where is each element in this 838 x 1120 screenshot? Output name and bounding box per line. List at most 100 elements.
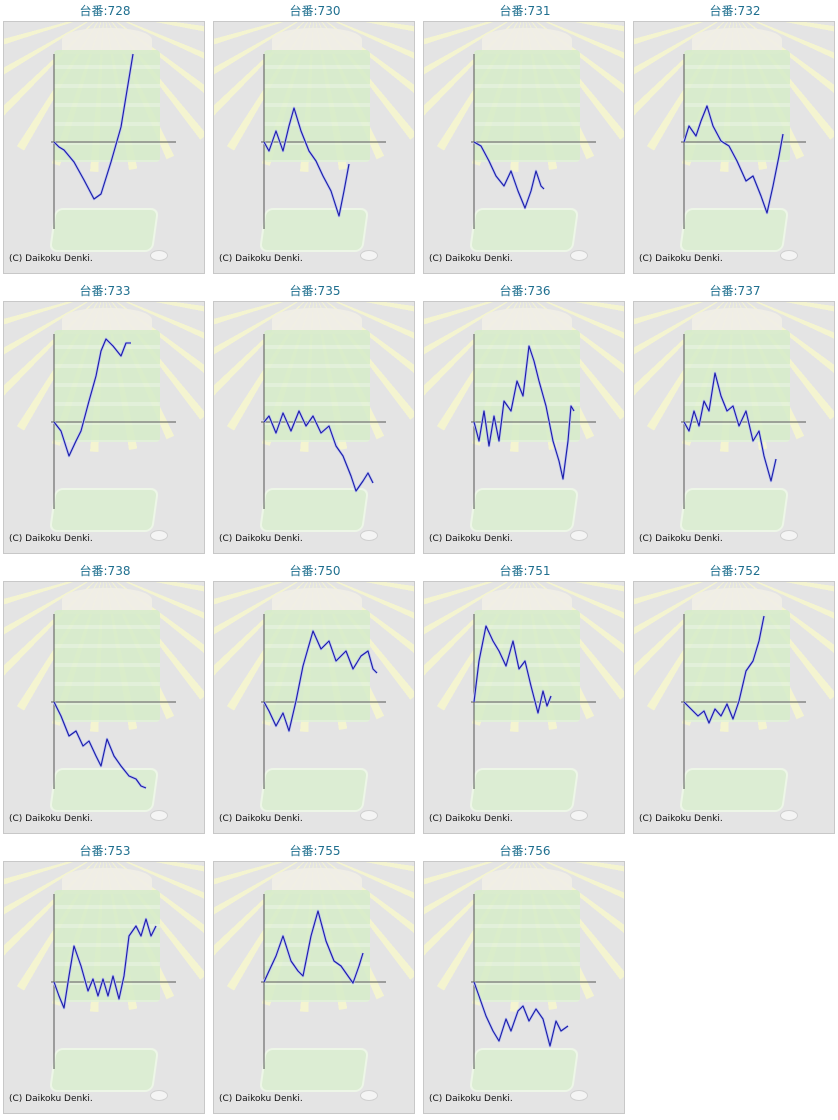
line-chart [51, 894, 176, 1069]
machine-chart[interactable]: 台番:735 (C) Daikoku Denki. [210, 280, 420, 560]
machine-chart[interactable]: 台番:751 (C) Daikoku Denki. [420, 560, 630, 840]
series-line [263, 910, 364, 984]
copyright-text: (C) Daikoku Denki. [9, 814, 93, 824]
series-line [263, 630, 378, 732]
background-crown-decoration [62, 868, 152, 894]
chart-panel: (C) Daikoku Denki. [213, 581, 415, 834]
chart-panel: (C) Daikoku Denki. [213, 861, 415, 1114]
background-crown-decoration [482, 28, 572, 54]
background-coin-decoration [360, 1090, 378, 1101]
chart-title[interactable]: 台番:732 [709, 4, 761, 18]
background-coin-decoration [360, 250, 378, 261]
series-line-glow [472, 981, 569, 1048]
machine-chart[interactable]: 台番:750 (C) Daikoku Denki. [210, 560, 420, 840]
machine-chart[interactable]: 台番:728 (C) Daikoku Denki. [0, 0, 210, 280]
chart-title[interactable]: 台番:751 [499, 564, 551, 578]
machine-chart[interactable]: 台番:752 (C) Daikoku Denki. [630, 560, 838, 840]
background-crown-decoration [62, 588, 152, 614]
chart-panel: (C) Daikoku Denki. [423, 581, 625, 834]
copyright-text: (C) Daikoku Denki. [429, 254, 513, 264]
copyright-text: (C) Daikoku Denki. [639, 814, 723, 824]
chart-title[interactable]: 台番:752 [709, 564, 761, 578]
chart-title[interactable]: 台番:736 [499, 284, 551, 298]
line-chart [681, 54, 806, 229]
background-coin-decoration [780, 530, 798, 541]
chart-title[interactable]: 台番:733 [79, 284, 131, 298]
copyright-text: (C) Daikoku Denki. [429, 814, 513, 824]
line-chart [51, 53, 176, 229]
machine-chart[interactable]: 台番:738 (C) Daikoku Denki. [0, 560, 210, 840]
chart-title[interactable]: 台番:755 [289, 844, 341, 858]
background-coin-decoration [780, 810, 798, 821]
chart-title[interactable]: 台番:750 [289, 564, 341, 578]
background-crown-decoration [62, 308, 152, 334]
series-line [53, 53, 134, 200]
series-line-glow [682, 371, 778, 483]
series-line [473, 141, 545, 209]
background-coin-decoration [360, 530, 378, 541]
line-chart [471, 334, 596, 509]
chart-title[interactable]: 台番:756 [499, 844, 551, 858]
line-chart [681, 614, 806, 789]
machine-chart[interactable]: 台番:737 (C) Daikoku Denki. [630, 280, 838, 560]
background-crown-decoration [692, 588, 782, 614]
background-crown-decoration [482, 588, 572, 614]
chart-panel: (C) Daikoku Denki. [633, 581, 835, 834]
series-line [473, 345, 575, 480]
chart-panel: (C) Daikoku Denki. [213, 21, 415, 274]
copyright-text: (C) Daikoku Denki. [639, 534, 723, 544]
chart-panel: (C) Daikoku Denki. [423, 21, 625, 274]
background-coin-decoration [150, 530, 168, 541]
series-line [53, 338, 131, 457]
line-chart [261, 54, 386, 229]
copyright-text: (C) Daikoku Denki. [9, 254, 93, 264]
machine-chart[interactable]: 台番:753 (C) Daikoku Denki. [0, 840, 210, 1120]
chart-title[interactable]: 台番:737 [709, 284, 761, 298]
copyright-text: (C) Daikoku Denki. [429, 534, 513, 544]
machine-chart[interactable]: 台番:730 (C) Daikoku Denki. [210, 0, 420, 280]
background-coin-decoration [780, 250, 798, 261]
background-crown-decoration [272, 28, 362, 54]
background-crown-decoration [482, 868, 572, 894]
line-chart [261, 894, 386, 1069]
series-line-glow [682, 104, 785, 215]
background-tower-decoration [474, 890, 580, 1002]
background-crown-decoration [692, 28, 782, 54]
series-line [683, 372, 777, 482]
series-line [473, 625, 552, 714]
background-tower-decoration [684, 50, 790, 162]
background-tower-decoration [54, 890, 160, 1002]
copyright-text: (C) Daikoku Denki. [639, 254, 723, 264]
line-chart [51, 614, 176, 790]
machine-chart[interactable]: 台番:755 (C) Daikoku Denki. [210, 840, 420, 1120]
line-chart [471, 54, 596, 229]
chart-title[interactable]: 台番:753 [79, 844, 131, 858]
copyright-text: (C) Daikoku Denki. [219, 534, 303, 544]
chart-title[interactable]: 台番:738 [79, 564, 131, 578]
machine-chart[interactable]: 台番:733 (C) Daikoku Denki. [0, 280, 210, 560]
chart-title[interactable]: 台番:730 [289, 4, 341, 18]
line-chart [471, 614, 596, 789]
chart-title[interactable]: 台番:728 [79, 4, 131, 18]
background-coin-decoration [150, 1090, 168, 1101]
background-coin-decoration [570, 1090, 588, 1101]
copyright-text: (C) Daikoku Denki. [219, 254, 303, 264]
machine-chart[interactable]: 台番:732 (C) Daikoku Denki. [630, 0, 838, 280]
line-chart [51, 334, 176, 509]
series-line-glow [52, 701, 147, 790]
background-tower-decoration [474, 50, 580, 162]
background-coin-decoration [360, 810, 378, 821]
series-line [263, 410, 374, 492]
copyright-text: (C) Daikoku Denki. [9, 1094, 93, 1104]
copyright-text: (C) Daikoku Denki. [219, 1094, 303, 1104]
chart-title[interactable]: 台番:731 [499, 4, 551, 18]
chart-panel: (C) Daikoku Denki. [3, 861, 205, 1114]
chart-panel: (C) Daikoku Denki. [423, 301, 625, 554]
copyright-text: (C) Daikoku Denki. [429, 1094, 513, 1104]
machine-chart[interactable]: 台番:756 (C) Daikoku Denki. [420, 840, 630, 1120]
series-line-glow [472, 344, 576, 481]
chart-title[interactable]: 台番:735 [289, 284, 341, 298]
machine-chart[interactable]: 台番:731 (C) Daikoku Denki. [420, 0, 630, 280]
background-tower-decoration [54, 610, 160, 722]
machine-chart[interactable]: 台番:736 (C) Daikoku Denki. [420, 280, 630, 560]
